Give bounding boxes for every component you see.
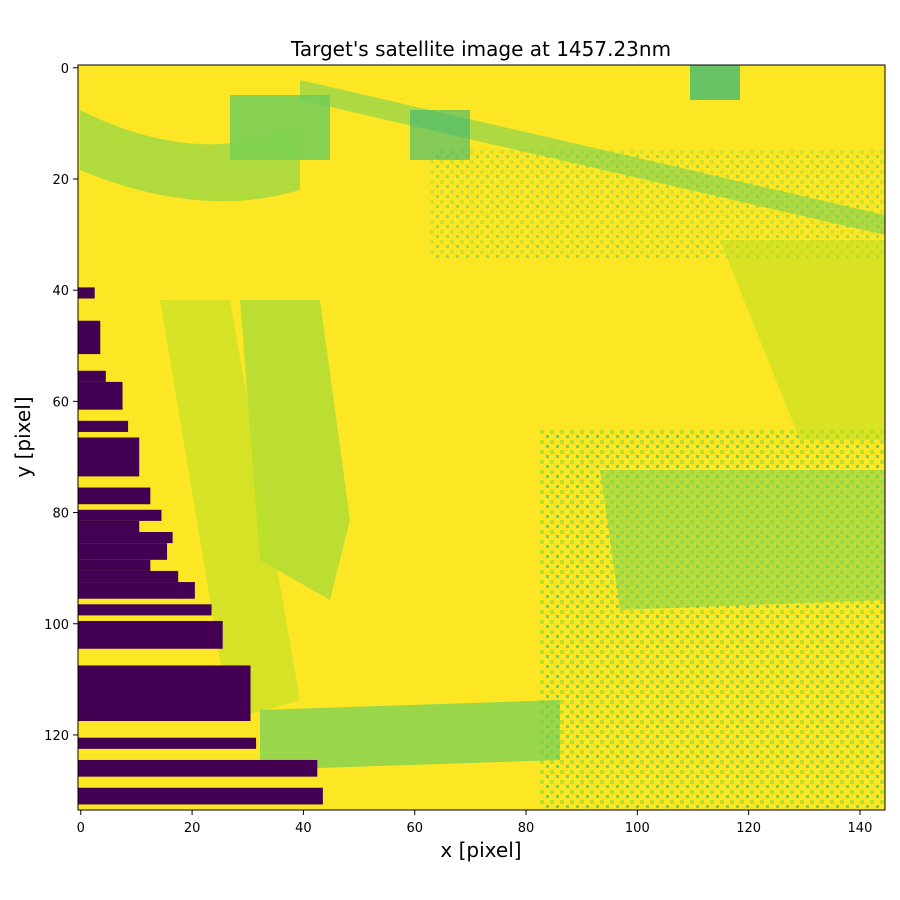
y-tick-label: 120 <box>44 729 69 744</box>
x-axis-label: x [pixel] <box>440 838 521 862</box>
east-field-diagonal <box>720 240 885 440</box>
dark-row-band <box>78 759 318 777</box>
dark-row-band <box>78 665 251 722</box>
north-teal-spots <box>690 65 740 100</box>
dark-row-band <box>78 532 173 544</box>
y-tick-label: 80 <box>52 507 69 522</box>
y-axis-label: y [pixel] <box>11 396 35 477</box>
dark-row-band <box>78 487 151 505</box>
chart-title: Target's satellite image at 1457.23nm <box>290 37 671 61</box>
west-strip <box>160 300 300 720</box>
south-green-band <box>260 700 560 770</box>
dark-row-band <box>78 370 106 382</box>
plot-frame <box>77 64 886 811</box>
x-axis: 0 20 40 60 80 100 120 140 <box>77 810 873 836</box>
dark-row-band <box>78 570 179 583</box>
x-tick-label: 100 <box>625 821 650 836</box>
dark-row-band <box>78 520 140 533</box>
y-tick-label: 100 <box>44 618 69 633</box>
x-tick-label: 80 <box>518 821 535 836</box>
north-green-area <box>410 110 470 160</box>
dark-row-band <box>78 381 123 410</box>
x-tick-label: 120 <box>736 821 761 836</box>
dark-row-band <box>78 620 223 649</box>
dark-row-band <box>78 509 162 521</box>
dark-row-band <box>78 543 168 560</box>
terrain-texture <box>80 65 885 810</box>
southeast-patch <box>600 470 885 610</box>
masked-dark-rows <box>78 287 323 805</box>
y-tick-label: 40 <box>52 284 69 299</box>
y-tick-label: 20 <box>52 173 69 188</box>
y-tick-label: 60 <box>52 395 69 410</box>
x-tick-label: 40 <box>295 821 312 836</box>
y-axis: 0 20 40 60 80 100 120 <box>44 62 78 744</box>
dark-row-band <box>78 737 257 749</box>
dark-row-band <box>78 320 101 355</box>
dark-row-band <box>78 437 140 477</box>
dark-row-band <box>78 604 212 616</box>
dark-row-band <box>78 787 323 805</box>
x-tick-label: 0 <box>77 821 85 836</box>
x-tick-label: 140 <box>848 821 873 836</box>
dark-row-band <box>78 420 129 432</box>
dark-row-band <box>78 582 195 599</box>
dark-row-band <box>78 287 95 299</box>
northwest-vegetation <box>80 110 300 202</box>
dark-row-band <box>78 559 151 571</box>
y-tick-label: 0 <box>61 62 69 77</box>
x-tick-label: 60 <box>406 821 423 836</box>
plot-area <box>78 65 885 810</box>
x-tick-label: 20 <box>184 821 201 836</box>
